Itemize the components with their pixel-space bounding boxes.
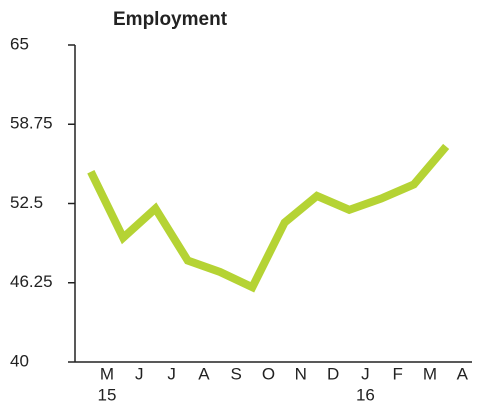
y-tick-label: 52.5 (10, 193, 43, 212)
x-tick-label: N (295, 364, 307, 383)
x-sublabel: 16 (356, 385, 375, 404)
x-tick-label: M (423, 364, 437, 383)
data-line (87, 143, 450, 293)
x-tick-label: D (327, 364, 339, 383)
y-tick-label: 65 (10, 34, 29, 53)
x-tick-label: J (361, 364, 370, 383)
x-tick-label: J (167, 364, 176, 383)
chart-title: Employment (113, 9, 228, 30)
y-tick-label: 46.25 (10, 272, 53, 291)
x-tick-label: F (393, 364, 403, 383)
x-tick-label: S (231, 364, 242, 383)
x-tick-label: O (262, 364, 275, 383)
x-sublabel: 15 (98, 385, 117, 404)
x-tick-label: A (198, 364, 210, 383)
x-tick-label: J (135, 364, 144, 383)
y-tick-label: 58.75 (10, 114, 53, 133)
x-tick-label: A (457, 364, 469, 383)
y-tick-label: 40 (10, 351, 29, 370)
x-tick-label: M (100, 364, 114, 383)
